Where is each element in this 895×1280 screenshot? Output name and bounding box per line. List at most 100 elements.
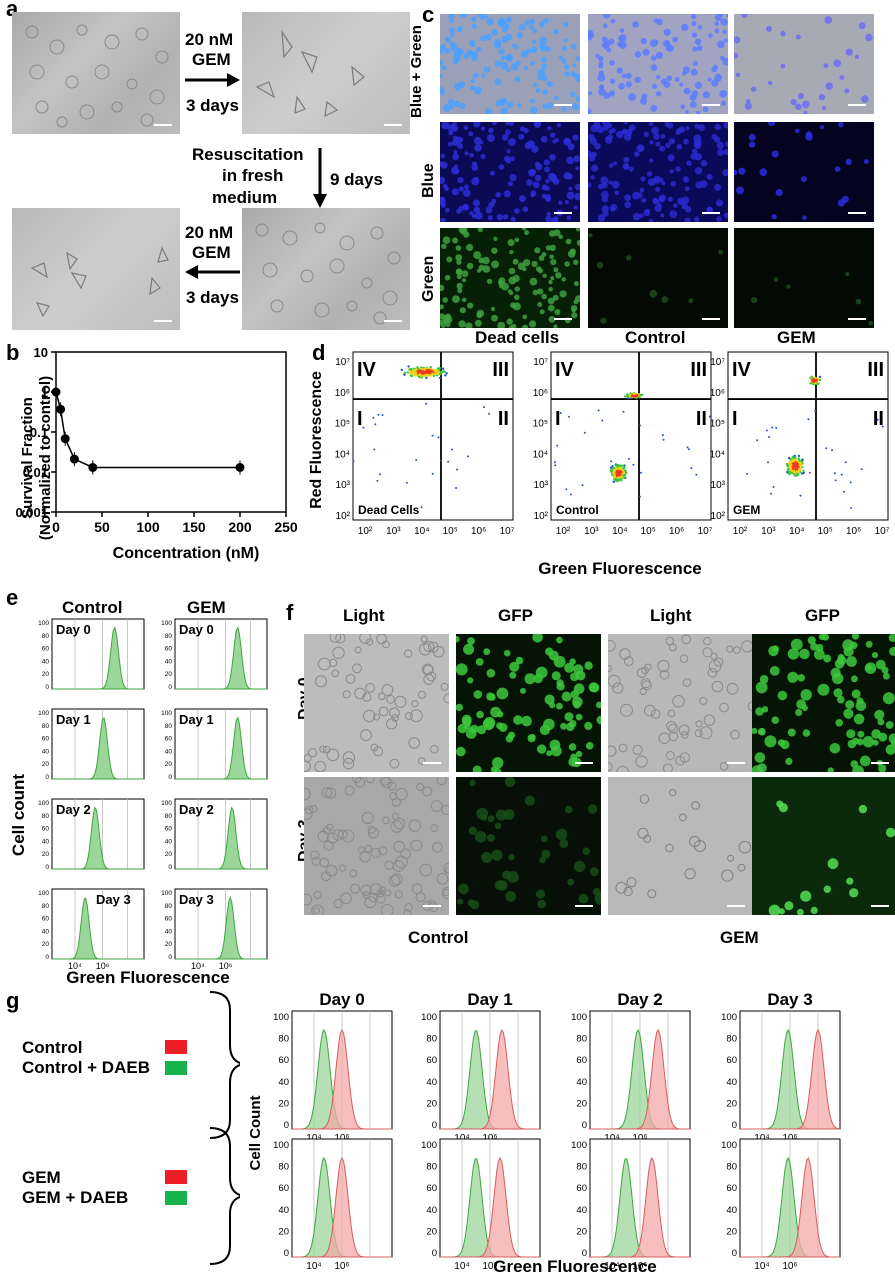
row-label-blue-green: Blue + Green: [408, 25, 425, 118]
y-tick-label: 20: [42, 761, 50, 768]
y-tick-label: 40: [278, 1205, 289, 1216]
y-tick-label: 10⁴: [710, 449, 725, 460]
event-dot: [410, 368, 413, 371]
y-tick-label: 0: [284, 1248, 289, 1259]
g-legend-gem-label: GEM: [22, 1168, 61, 1187]
y-tick-label: 80: [42, 723, 50, 730]
y-tick-label: 0: [432, 1120, 437, 1131]
panel-label-b: b: [6, 340, 20, 365]
y-tick-label: 0: [168, 774, 172, 781]
event-dot: [617, 479, 620, 482]
event-dot: [799, 494, 802, 497]
e-x-axis-label: Green Fluorescence: [66, 968, 229, 987]
histogram-g-1-2: 100 80 60 40 20 0 10⁴ 10⁶: [571, 1138, 691, 1272]
event-dot: [844, 461, 847, 464]
y-tick-label: 100: [421, 1140, 437, 1151]
event-dot: [352, 460, 355, 463]
y-tick-label: 0: [45, 954, 49, 961]
f-col-light-2: Light: [650, 606, 692, 625]
e-y-axis-label: Cell count: [9, 774, 28, 857]
event-dot: [425, 402, 428, 405]
y-tick-label: 40: [42, 748, 50, 755]
y-tick-label: 60: [426, 1183, 437, 1194]
dot-plot-frame: [550, 351, 712, 521]
event-dot: [798, 467, 801, 471]
event-dot: [622, 474, 625, 477]
event-dot: [789, 458, 793, 461]
y-tick-label: 60: [726, 1055, 737, 1066]
quadrant-label-iii: III: [690, 359, 707, 381]
y-tick-label: 80: [576, 1034, 587, 1045]
histogram-grid-e: Cell count Green Fluorescence 100 80 60 40 20 0…: [9, 618, 268, 987]
y-tick-label: 80: [42, 633, 50, 640]
x-tick-label: 10⁶: [219, 961, 233, 971]
y-tick-label: 80: [726, 1034, 737, 1045]
data-point: [235, 462, 245, 472]
event-dot: [409, 370, 413, 374]
micrograph-f-r1-c3: [752, 777, 895, 915]
red-histogram: [292, 1028, 392, 1130]
y-tick-label: 80: [165, 903, 173, 910]
g-legend-control: Control: [22, 1038, 83, 1057]
event-dot: [801, 466, 804, 469]
event-dot: [436, 367, 440, 370]
event-dot: [423, 374, 427, 377]
cells-texture: [255, 29, 365, 118]
day-label: Day 0: [179, 622, 214, 637]
event-dot: [842, 490, 845, 493]
y-tick-label: 100: [38, 620, 49, 627]
arrow2-text-line2: GEM: [192, 243, 231, 262]
event-dot: [565, 488, 568, 491]
y-tick-label: 10³: [534, 480, 549, 491]
x-tick-label: 10⁴: [612, 526, 627, 537]
event-dot: [814, 379, 817, 382]
event-dot: [787, 468, 790, 471]
data-point: [51, 387, 61, 397]
g-x-axis-label: Green Fluorescence: [493, 1257, 656, 1275]
legend-swatch-green-control: [165, 1061, 187, 1075]
scale-bar: [423, 762, 441, 764]
event-dot: [614, 477, 618, 480]
event-dot: [825, 447, 828, 450]
event-dot: [431, 472, 434, 475]
x-tick-label: 10⁴: [604, 1261, 619, 1272]
f-group-gem: GEM: [720, 928, 759, 947]
event-dot: [623, 464, 626, 467]
g-day-title: Day 1: [467, 990, 512, 1009]
y-tick-label: 0: [168, 864, 172, 871]
histogram-g-1-3: 100 80 60 40 20 0 10⁴ 10⁶: [721, 1138, 841, 1272]
y-tick-label: 0: [45, 864, 49, 871]
x-tick-label: 10⁶: [846, 526, 861, 537]
event-dot: [795, 461, 799, 464]
y-tick-label: 40: [42, 838, 50, 845]
g-day-title: Day 3: [767, 990, 812, 1009]
red-histogram: [440, 1156, 540, 1258]
panel-label-g: g: [6, 988, 20, 1013]
event-dot: [568, 415, 570, 418]
event-dot: [442, 367, 445, 370]
legend-swatch-red-control: [165, 1040, 187, 1054]
event-dot: [615, 464, 618, 467]
y-tick-label: 0: [582, 1248, 587, 1259]
event-dot: [554, 464, 557, 467]
event-dot: [802, 469, 805, 472]
y-tick-label: 40: [165, 658, 173, 665]
g-day-title: Day 0: [319, 990, 364, 1009]
y-tick-label: 10²: [534, 511, 549, 522]
event-dot: [416, 372, 419, 375]
y-tick-label: 100: [721, 1012, 737, 1023]
x-tick-label: 10²: [556, 526, 571, 537]
event-dot: [405, 481, 408, 484]
event-dot: [687, 448, 690, 451]
event-dot: [612, 466, 616, 470]
event-dot: [638, 495, 641, 498]
x-tick-label: 50: [94, 519, 110, 535]
event-dot: [488, 412, 490, 415]
x-tick-label: 10⁷: [875, 526, 890, 537]
y-tick-label: 20: [726, 1098, 737, 1109]
